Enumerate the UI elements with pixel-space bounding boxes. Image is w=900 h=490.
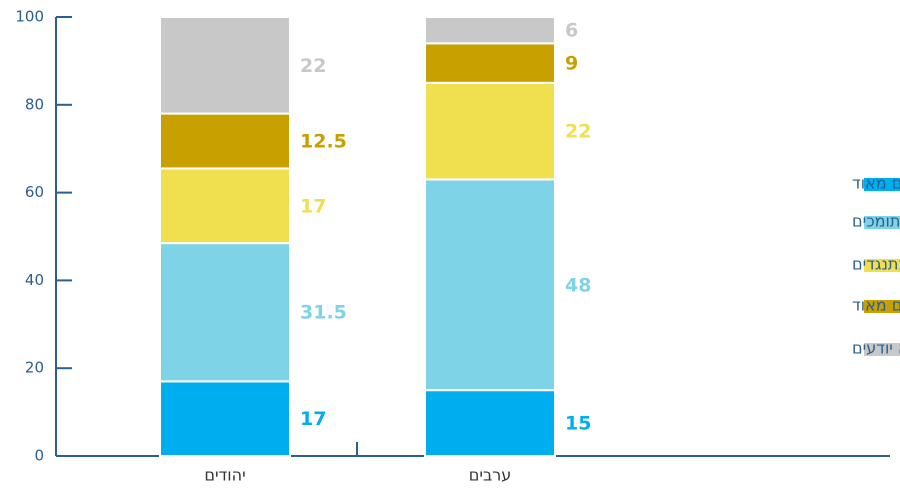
bar-segment	[424, 389, 556, 457]
value-label: 22	[565, 121, 591, 143]
legend-swatch	[864, 259, 900, 272]
bar-segment	[159, 167, 291, 245]
y-tick-label: 0	[34, 447, 44, 465]
value-label: 17	[300, 408, 326, 430]
legend-label: לא יודעים	[852, 339, 900, 358]
legend-swatch	[864, 178, 900, 191]
value-label: 12.5	[300, 131, 347, 153]
bar-segment	[159, 242, 291, 383]
value-label: 31.5	[300, 302, 347, 324]
legend-swatch	[864, 300, 900, 313]
y-tick-label: 100	[15, 8, 44, 26]
bar-segment	[424, 16, 556, 45]
bar-segment	[424, 178, 556, 392]
y-tick-label: 40	[25, 271, 44, 289]
bar-segment	[159, 16, 291, 115]
value-label: 6	[565, 20, 578, 42]
y-tick-label: 60	[25, 183, 44, 201]
legend-label: מתנגדים מאוד	[852, 296, 900, 315]
x-tick-label: ערבים	[469, 466, 512, 485]
value-label: 48	[565, 274, 591, 296]
x-tick-label: יהודים	[204, 466, 245, 485]
bar-segment	[424, 42, 556, 84]
legend-swatch	[864, 343, 900, 356]
value-label: 17	[300, 195, 326, 217]
legend-label: תומכים מאוד	[852, 174, 900, 193]
legend-label: די מתנגדים	[852, 255, 900, 274]
bar-segment	[159, 112, 291, 170]
legend-swatch	[864, 216, 900, 229]
y-tick-label: 80	[25, 95, 44, 113]
y-tick-label: 20	[25, 359, 44, 377]
bar-segment	[424, 81, 556, 181]
value-label: 22	[300, 55, 326, 77]
value-label: 15	[565, 413, 591, 435]
bar-segment	[159, 380, 291, 457]
value-label: 9	[565, 53, 578, 75]
legend-label: די תומכים	[852, 212, 900, 231]
